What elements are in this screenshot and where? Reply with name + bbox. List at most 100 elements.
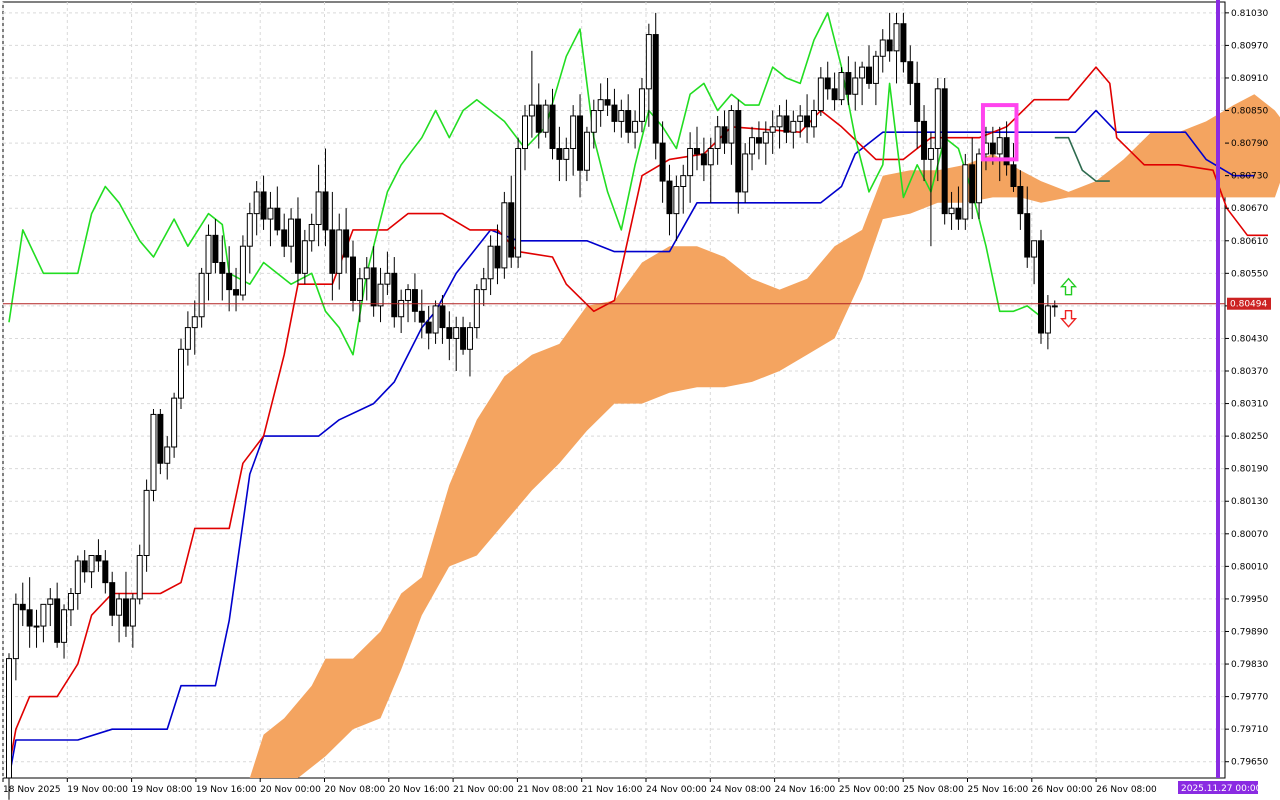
candle [900, 12, 907, 73]
candle-body [226, 272, 233, 291]
candle [288, 208, 295, 263]
candle-body [26, 609, 33, 627]
candle [907, 45, 914, 106]
candle-body [969, 164, 976, 204]
candle [281, 213, 288, 258]
candle [893, 12, 900, 84]
x-tick-label: 20 Nov 00:00 [260, 785, 321, 795]
candle-body [157, 413, 164, 464]
candle-body [687, 148, 694, 177]
candle [405, 284, 412, 323]
candle-body [377, 283, 384, 307]
y-tick-label: 0.80730 [1231, 172, 1268, 182]
kijun-sen-line [8, 109, 1255, 779]
candle [838, 67, 845, 106]
y-tick-label: 0.80370 [1231, 367, 1268, 377]
candle-body [907, 61, 914, 84]
x-tick-label: 25 Nov 00:00 [839, 785, 900, 795]
candle-body [384, 272, 391, 285]
candle [198, 267, 205, 328]
candle [61, 604, 68, 659]
candle [762, 121, 769, 165]
candle [645, 23, 652, 127]
candle [714, 115, 721, 165]
candle-body [927, 148, 934, 160]
candle [432, 300, 439, 344]
candle [742, 143, 749, 203]
candle [783, 99, 790, 144]
candle [872, 50, 879, 106]
candle [852, 61, 859, 111]
candle [914, 61, 921, 149]
y-tick-label: 0.80070 [1231, 530, 1268, 540]
tenkan-sen-line [8, 66, 1268, 768]
candle [226, 246, 233, 312]
candle-body [535, 104, 542, 133]
candle [164, 436, 171, 480]
candle [418, 289, 425, 339]
sell-arrow-icon [1059, 310, 1078, 328]
candle-body [893, 23, 900, 52]
candle-body [824, 77, 831, 90]
candle-body [728, 110, 735, 144]
candle [343, 208, 350, 274]
candle [336, 213, 343, 290]
candle-body [866, 66, 872, 84]
candle [528, 50, 535, 138]
candle [67, 588, 74, 627]
candle-body [164, 446, 171, 464]
candle [776, 105, 783, 149]
candle-body [914, 82, 921, 122]
candle-body [563, 148, 570, 160]
candle-body [996, 137, 1003, 155]
candle-body [294, 218, 301, 274]
candle-body [838, 72, 845, 101]
candle [398, 289, 405, 334]
candle-body [742, 153, 749, 193]
candle [817, 67, 824, 116]
candle-body [473, 289, 480, 329]
x-tick-label: 21 Nov 16:00 [582, 785, 643, 795]
candle-body [88, 555, 95, 573]
candle-body [95, 555, 102, 562]
candle [473, 284, 480, 339]
candle [239, 235, 246, 301]
candle-body [487, 245, 494, 280]
candle-body [205, 234, 212, 274]
candle-body [116, 598, 123, 616]
candle [494, 224, 501, 285]
candle [728, 105, 735, 165]
candle-body [790, 120, 797, 133]
x-tick-label: 20 Nov 08:00 [325, 785, 386, 795]
candle [315, 164, 322, 247]
candle [866, 45, 872, 89]
candle-body [74, 560, 81, 594]
x-tick-label: 21 Nov 00:00 [453, 785, 514, 795]
candle [184, 311, 191, 366]
candle-body [962, 164, 969, 220]
y-tick-label: 0.79650 [1231, 758, 1268, 768]
x-tick-label: 19 Nov 16:00 [196, 785, 257, 795]
overlays [3, 0, 1225, 778]
candle [934, 77, 941, 182]
candle [74, 555, 81, 610]
candle-body [604, 99, 611, 106]
candle [804, 94, 811, 144]
x-tick-label: 18 Nov 2025 [3, 785, 61, 795]
indicator-lines [8, 12, 1268, 779]
candle-body [184, 327, 191, 350]
ichimoku-cloud [249, 94, 1280, 778]
candle [542, 99, 549, 138]
candle [948, 191, 955, 230]
y-tick-label: 0.80670 [1231, 204, 1268, 214]
x-tick-label: 26 Nov 08:00 [1096, 785, 1157, 795]
candle [996, 126, 1003, 182]
candle [707, 137, 714, 203]
candle-body [590, 110, 597, 133]
y-tick-label: 0.79890 [1231, 627, 1268, 637]
candle [886, 12, 893, 62]
x-tick-label: 20 Nov 16:00 [389, 785, 450, 795]
candle-body [198, 272, 205, 318]
candle-body [61, 609, 68, 643]
